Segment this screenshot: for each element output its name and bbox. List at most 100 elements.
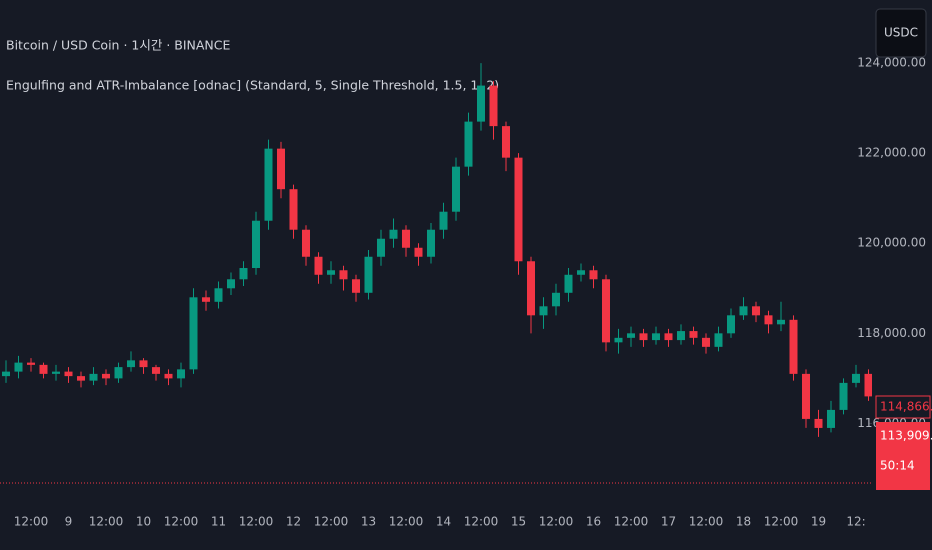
candle-body [102,373,110,379]
x-tick-label: 12:00 [239,515,274,529]
x-tick-label: 12:00 [89,515,124,529]
x-tick-label: 13 [361,515,376,529]
candle-body [677,331,685,341]
chart-title: Bitcoin / USD Coin · 1시간 · BINANCE [6,38,231,53]
candle-body [352,279,360,293]
candle-body [514,157,523,262]
candle-body [402,229,410,248]
candle-body [777,319,785,325]
candle-body [339,270,348,280]
candle-body [752,306,760,316]
candle-body [552,292,560,307]
candle-body [227,279,235,289]
candle-body [77,376,85,381]
candle-body [739,306,748,316]
price-tag-label: 114,866.01 [880,400,932,414]
candle-body [477,85,485,122]
candle-body [839,382,848,410]
x-tick-label: 12:00 [314,515,349,529]
candle-body [389,229,398,239]
candle-body [714,333,723,347]
x-tick-label: 12:00 [614,515,649,529]
candle-body [614,337,623,343]
candle-body [214,288,223,302]
candle-body [289,189,298,230]
candle-body [202,297,210,302]
candle-body [414,247,423,257]
axis-labels: 116,000.00118,000.00120,000.00122,000.00… [14,56,926,529]
candle-body [764,315,773,325]
candle-body [864,373,873,397]
y-tick-label: 118,000.00 [857,326,926,340]
candle-body [89,373,98,381]
x-tick-label: 12:00 [764,515,799,529]
y-tick-label: 122,000.00 [857,146,926,160]
x-tick-label: 9 [65,515,73,529]
y-tick-label: 120,000.00 [857,236,926,250]
candle-body [427,229,435,257]
x-tick-label: 11 [211,515,226,529]
candle-body [327,270,335,275]
plot [2,62,873,437]
price-tag-current [876,422,930,490]
x-tick-label: 12:00 [389,515,424,529]
x-tick-label: 12:00 [689,515,724,529]
candle-body [177,369,185,379]
x-tick-label: 16 [586,515,601,529]
candle-body [252,220,260,269]
x-tick-label: 12: [846,515,865,529]
candle-body [639,333,648,341]
candle-body [152,367,160,374]
x-tick-label: 19 [811,515,826,529]
candle-body [602,279,610,343]
candle-body [502,126,510,158]
symbol-button-label: USDC [884,26,918,40]
symbol-button[interactable] [875,8,927,58]
x-tick-label: 15 [511,515,526,529]
x-tick-label: 18 [736,515,751,529]
candle-body [139,360,148,368]
candle-body [314,256,323,275]
candle-body [814,418,823,428]
candle-body [527,261,535,316]
candle-body [64,371,73,377]
candle-body [452,166,460,212]
candle-body [802,373,810,419]
candle-body [277,148,285,190]
candle-body [52,371,60,374]
x-tick-label: 12:00 [539,515,574,529]
y-tick-label: 124,000.00 [857,56,926,70]
x-tick-label: 12:00 [164,515,199,529]
x-tick-label: 12:00 [464,515,499,529]
candle-body [464,121,473,167]
candle-body [827,409,835,428]
candle-body [689,331,698,338]
candle-body [127,360,135,368]
candle-body [27,362,35,365]
candle-body [364,256,373,293]
candle-body [627,333,635,338]
candle-body [14,362,23,372]
countdown-label: 50:14 [880,459,915,473]
candle-body [789,319,798,374]
candle-body [264,148,273,221]
x-tick-label: 10 [136,515,151,529]
indicator-title: Engulfing and ATR-Imbalance [odnac] (Sta… [6,78,499,93]
candle-body [702,337,710,347]
candle-body [589,270,598,280]
candle-body [39,364,48,374]
x-tick-label: 17 [661,515,676,529]
candle-body [377,238,385,257]
candle-body [189,297,198,370]
price-tag [875,395,931,419]
candle-body [164,373,173,379]
candle-body [577,270,585,275]
candle-body [539,306,548,316]
candle-body [652,333,660,341]
candle-body [489,85,498,127]
x-tick-label: 14 [436,515,451,529]
candle-body [727,315,735,334]
candle-body [664,333,673,341]
